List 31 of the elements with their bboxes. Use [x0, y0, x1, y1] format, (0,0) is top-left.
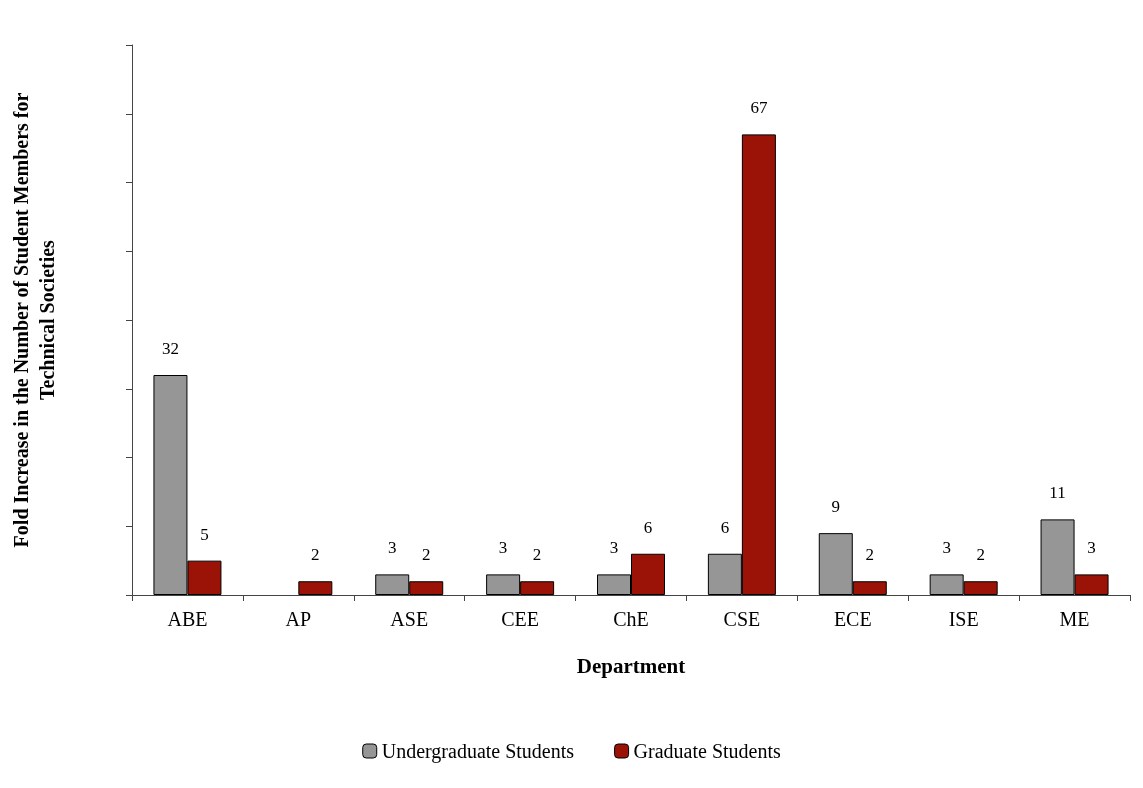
- x-tick-label: ME: [1059, 608, 1090, 630]
- data-label: 2: [865, 545, 875, 565]
- x-tick-label: ChE: [613, 608, 649, 630]
- legend-label: Undergraduate Students: [381, 740, 575, 763]
- data-label: 6: [643, 517, 653, 537]
- data-label: 9: [831, 497, 841, 517]
- data-label: 2: [311, 545, 320, 565]
- data-label: 3: [942, 538, 951, 558]
- data-label: 2: [976, 545, 985, 565]
- data-label: 2: [421, 545, 431, 565]
- data-label: 32: [161, 339, 179, 358]
- data-label: 11: [1049, 483, 1066, 503]
- data-label: 2: [532, 545, 542, 565]
- data-label: 3: [609, 538, 619, 558]
- x-tick-label: ABE: [167, 608, 208, 630]
- data-label: 3: [1087, 538, 1096, 558]
- x-axis-title: Department: [576, 653, 686, 678]
- x-tick-label: ISE: [948, 608, 979, 630]
- y-axis-title: Fold Increase in the Number of Student Members for Technical Societies: [10, 92, 58, 548]
- x-tick-label: ASE: [390, 608, 429, 630]
- data-label: 67: [750, 98, 768, 118]
- legend-label: Graduate Students: [633, 740, 781, 762]
- data-label: 5: [200, 524, 209, 544]
- x-tick-label: AP: [285, 608, 312, 630]
- data-label: 3: [498, 538, 508, 558]
- x-tick-label: CEE: [501, 608, 539, 630]
- x-tick-label: CSE: [723, 608, 761, 630]
- x-tick-label: ECE: [833, 608, 872, 630]
- bar: [298, 581, 333, 595]
- data-label: 6: [720, 517, 730, 537]
- data-label: 3: [387, 538, 397, 558]
